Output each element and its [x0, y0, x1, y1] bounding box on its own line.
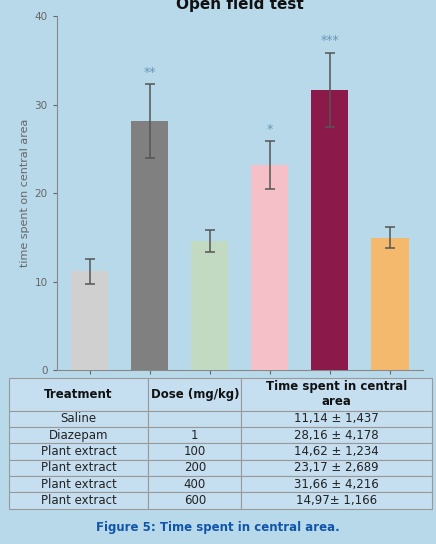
- Bar: [71, 271, 108, 370]
- Bar: [251, 165, 289, 370]
- Bar: [191, 240, 228, 370]
- Text: *: *: [267, 123, 273, 136]
- Title: Open field test: Open field test: [176, 0, 304, 13]
- Text: **: **: [143, 66, 156, 79]
- Bar: [131, 121, 168, 370]
- Bar: [311, 90, 348, 370]
- Bar: [371, 238, 409, 370]
- Y-axis label: time spent on central area: time spent on central area: [20, 119, 31, 267]
- Text: Figure 5: Time spent in central area.: Figure 5: Time spent in central area.: [96, 521, 340, 534]
- Text: ***: ***: [320, 34, 339, 47]
